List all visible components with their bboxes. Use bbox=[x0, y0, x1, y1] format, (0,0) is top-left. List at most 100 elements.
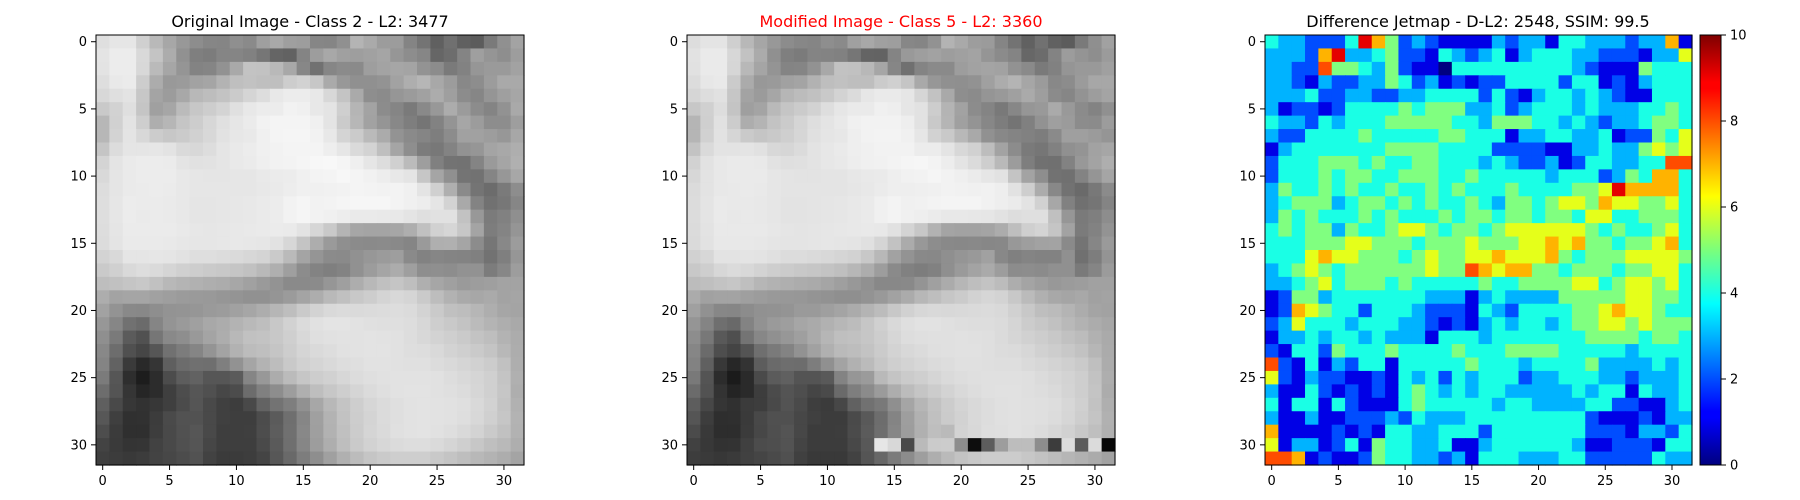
cell bbox=[203, 290, 217, 305]
cell bbox=[403, 196, 418, 211]
cell bbox=[376, 102, 391, 117]
cell bbox=[1291, 129, 1306, 144]
cell bbox=[820, 196, 835, 211]
cell bbox=[1625, 276, 1640, 291]
cell bbox=[713, 48, 728, 63]
cell bbox=[483, 129, 498, 144]
cell bbox=[1101, 61, 1116, 76]
cell bbox=[149, 196, 164, 211]
cell bbox=[122, 182, 137, 197]
cell bbox=[350, 142, 365, 157]
cell bbox=[1061, 223, 1076, 238]
cell bbox=[847, 142, 862, 157]
cell bbox=[510, 196, 525, 211]
cell bbox=[794, 330, 808, 345]
cell bbox=[1101, 397, 1116, 412]
cell bbox=[794, 451, 808, 466]
cell bbox=[376, 182, 391, 197]
cell bbox=[1611, 397, 1626, 412]
cell bbox=[1545, 263, 1560, 278]
cell bbox=[1048, 384, 1063, 399]
cell bbox=[1331, 250, 1346, 265]
cell bbox=[417, 102, 431, 117]
cell bbox=[1625, 424, 1640, 439]
cell bbox=[323, 290, 338, 305]
cell bbox=[1571, 317, 1586, 332]
cell bbox=[941, 276, 956, 291]
cell bbox=[1465, 236, 1480, 251]
cell bbox=[376, 236, 391, 251]
cell bbox=[1598, 115, 1613, 130]
cell bbox=[269, 438, 284, 453]
cell bbox=[136, 303, 151, 318]
cell bbox=[1061, 263, 1076, 278]
cell bbox=[1278, 384, 1293, 399]
cell bbox=[954, 182, 969, 197]
cell bbox=[860, 88, 875, 103]
cell bbox=[860, 357, 875, 372]
cell bbox=[967, 182, 982, 197]
cell bbox=[1638, 357, 1653, 372]
cell bbox=[794, 370, 808, 385]
cell bbox=[1625, 102, 1640, 117]
cell bbox=[497, 290, 512, 305]
cell bbox=[981, 236, 996, 251]
cell bbox=[323, 384, 338, 399]
cell bbox=[216, 223, 231, 238]
cell bbox=[403, 35, 418, 50]
cell bbox=[1265, 115, 1279, 130]
cell bbox=[510, 223, 525, 238]
cell bbox=[1411, 317, 1426, 332]
cell bbox=[203, 397, 217, 412]
cell bbox=[753, 451, 768, 466]
cell bbox=[1265, 250, 1279, 265]
cell bbox=[1585, 317, 1600, 332]
cell bbox=[430, 411, 445, 426]
cell bbox=[914, 102, 929, 117]
cell bbox=[847, 155, 862, 170]
cell bbox=[243, 384, 258, 399]
cell bbox=[283, 155, 298, 170]
cell bbox=[1291, 61, 1306, 76]
cell bbox=[96, 424, 110, 439]
cell bbox=[283, 35, 298, 50]
cell bbox=[122, 384, 137, 399]
cell bbox=[1291, 317, 1306, 332]
cell bbox=[994, 75, 1009, 90]
cell bbox=[350, 250, 365, 265]
cell bbox=[901, 129, 915, 144]
cell bbox=[390, 236, 405, 251]
cell bbox=[497, 169, 512, 184]
cell bbox=[283, 357, 298, 372]
cell bbox=[994, 357, 1009, 372]
cell bbox=[820, 411, 835, 426]
cell bbox=[1061, 370, 1076, 385]
cell bbox=[1358, 411, 1373, 426]
cell bbox=[767, 411, 782, 426]
cell bbox=[887, 438, 902, 453]
x-tick-label: 30 bbox=[1664, 474, 1681, 489]
cell bbox=[323, 263, 338, 278]
cell bbox=[1034, 155, 1049, 170]
cell bbox=[1061, 357, 1076, 372]
cell bbox=[296, 303, 311, 318]
cell bbox=[229, 88, 244, 103]
cell bbox=[941, 370, 956, 385]
cell bbox=[470, 303, 485, 318]
cell bbox=[296, 424, 311, 439]
cell bbox=[1491, 182, 1506, 197]
cell bbox=[1371, 102, 1386, 117]
cell bbox=[1278, 411, 1293, 426]
cell bbox=[430, 384, 445, 399]
cell bbox=[1638, 263, 1653, 278]
cell bbox=[1638, 330, 1653, 345]
cell bbox=[1425, 236, 1440, 251]
cell bbox=[363, 155, 378, 170]
cell bbox=[176, 276, 191, 291]
cell bbox=[1505, 330, 1520, 345]
cell bbox=[1545, 344, 1560, 359]
cell bbox=[713, 303, 728, 318]
cell bbox=[887, 48, 902, 63]
cell bbox=[136, 102, 151, 117]
cell bbox=[1088, 236, 1103, 251]
